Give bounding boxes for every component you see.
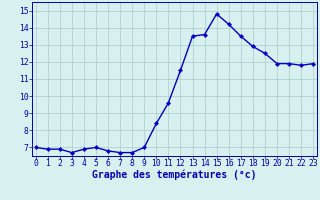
- X-axis label: Graphe des températures (°c): Graphe des températures (°c): [92, 170, 257, 180]
